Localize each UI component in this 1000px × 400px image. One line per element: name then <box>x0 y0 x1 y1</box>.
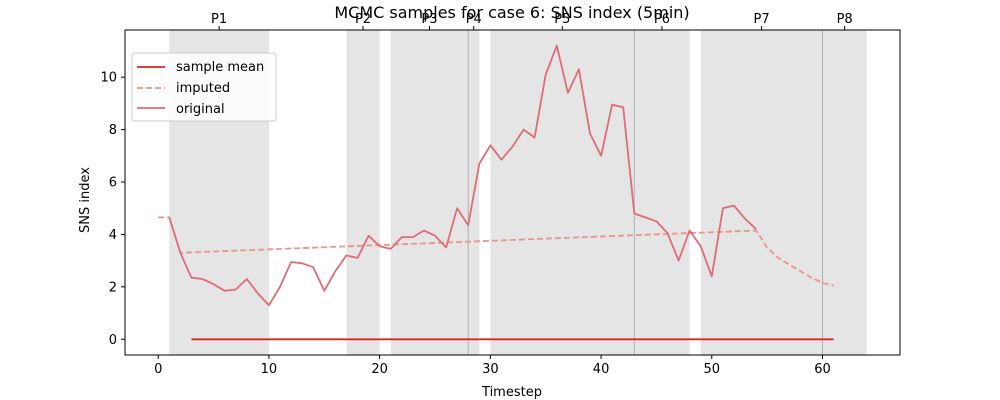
phase-label-p7: P7 <box>754 12 770 27</box>
phase-shade-p7 <box>700 30 823 355</box>
series-line-original <box>168 44 757 307</box>
x-tick-label: 0 <box>154 362 162 377</box>
phase-shades <box>169 30 867 355</box>
plot-frame <box>124 29 901 356</box>
x-tick-label: 60 <box>814 362 831 377</box>
x-axis-label: Timestep <box>481 385 542 400</box>
phase-shade-p2 <box>346 30 380 355</box>
phase-labels: P1 P2 P3 P4 P5 P6 P7 P8 <box>211 12 853 30</box>
y-ticks: 0 2 4 6 8 10 <box>100 71 125 348</box>
y-tick-label: 0 <box>109 333 117 348</box>
phase-shade-p8 <box>822 30 867 355</box>
phase-label-p4: P4 <box>466 12 482 27</box>
legend-label-original: original <box>176 102 225 117</box>
x-tick-label: 50 <box>704 362 721 377</box>
legend-label-sample-mean: sample mean <box>176 60 264 75</box>
phase-lines <box>467 30 823 355</box>
series-layer <box>158 44 834 341</box>
phase-label-p1: P1 <box>211 12 227 27</box>
legend-label-imputed: imputed <box>176 81 230 96</box>
x-tick-label: 20 <box>371 362 388 377</box>
y-tick-label: 4 <box>109 228 117 243</box>
legend-box <box>131 52 277 122</box>
chart-title: MCMC samples for case 6: SNS index (5min… <box>334 3 689 22</box>
phase-label-p2: P2 <box>355 12 371 27</box>
series-line-imputed <box>158 216 834 287</box>
y-tick-label: 2 <box>109 280 117 295</box>
y-tick-label: 6 <box>109 176 117 191</box>
phase-label-p3: P3 <box>421 12 437 27</box>
x-tick-label: 40 <box>593 362 610 377</box>
y-tick-label: 10 <box>100 71 117 86</box>
y-tick-label: 8 <box>109 123 117 138</box>
phase-shade-p5 <box>490 30 635 355</box>
phase-label-p6: P6 <box>654 12 670 27</box>
y-axis-label: SNS index <box>78 167 93 233</box>
legend: sample mean imputed original <box>131 52 277 122</box>
phase-label-p5: P5 <box>554 12 570 27</box>
x-tick-label: 30 <box>482 362 499 377</box>
phase-shade-p3 <box>390 30 469 355</box>
phase-shade-p6 <box>634 30 690 355</box>
x-tick-label: 10 <box>261 362 278 377</box>
phase-label-p8: P8 <box>837 12 853 27</box>
x-ticks: 0 10 20 30 40 50 60 <box>154 355 831 377</box>
